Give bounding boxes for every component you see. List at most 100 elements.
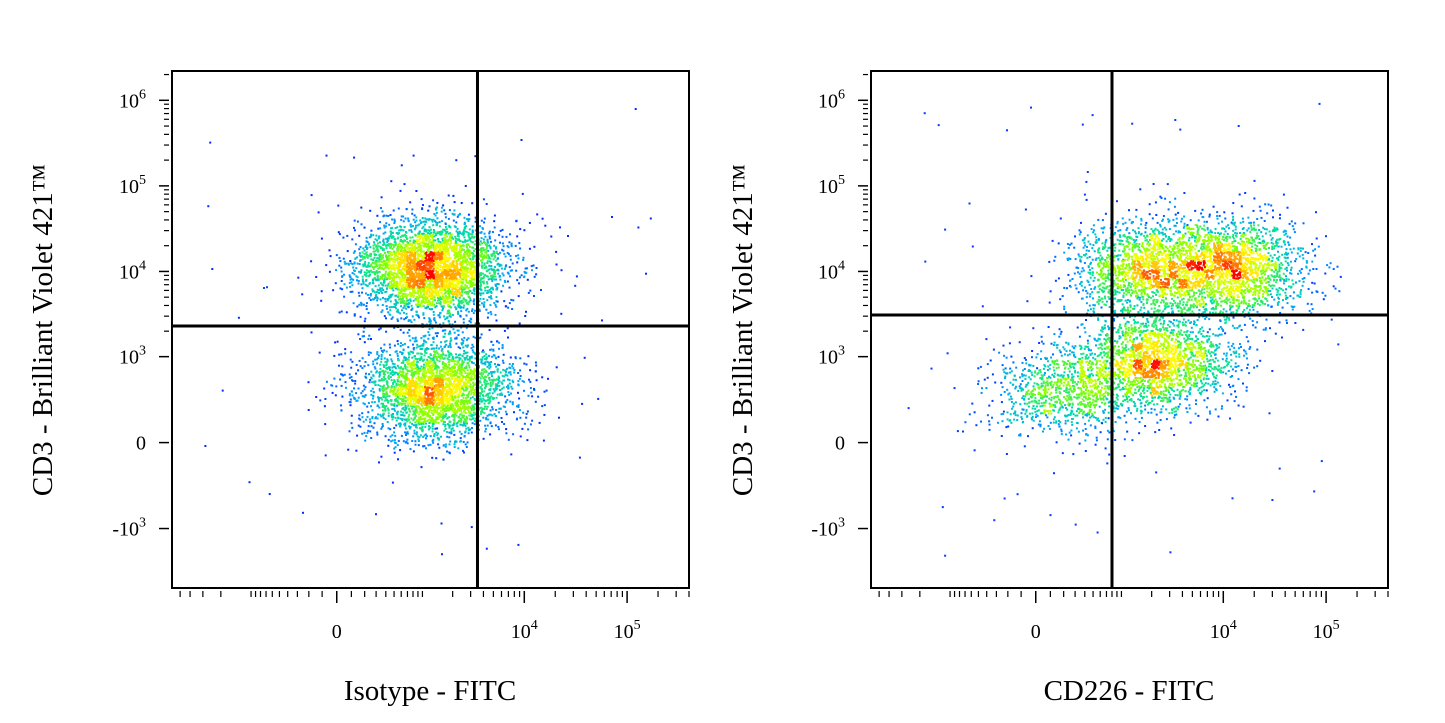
event-dot: [479, 377, 482, 380]
event-dot: [381, 388, 384, 391]
event-dot: [434, 306, 437, 309]
event-dot: [376, 275, 379, 277]
event-dot: [407, 346, 410, 349]
event-dot: [425, 301, 428, 304]
event-dot: [388, 243, 390, 246]
event-dot: [469, 264, 472, 267]
event-dot: [493, 273, 496, 276]
event-dot: [417, 263, 420, 266]
event-dot: [382, 409, 384, 412]
event-dot: [506, 385, 508, 388]
event-dot: [372, 360, 375, 363]
event-dot: [444, 300, 447, 303]
event-dot: [479, 286, 482, 289]
event-dot: [443, 287, 446, 289]
event-dot: [402, 261, 405, 264]
event-dot: [478, 402, 481, 405]
event-dot: [344, 262, 347, 265]
event-dot: [509, 400, 512, 403]
event-dot: [386, 264, 389, 267]
event-dot: [390, 440, 393, 443]
event-dot: [429, 257, 432, 260]
event-dot: [364, 246, 367, 248]
event-dot: [401, 278, 404, 281]
event-dot: [428, 232, 431, 235]
event-dot: [414, 251, 416, 254]
event-dot: [358, 414, 361, 417]
event-dot: [435, 253, 438, 256]
event-dot: [486, 285, 489, 288]
event-dot: [380, 207, 382, 209]
event-dot: [460, 265, 463, 268]
event-dot: [470, 407, 473, 410]
event-dot: [417, 367, 420, 370]
event-dot: [406, 294, 409, 297]
event-dot: [423, 288, 426, 291]
event-dot: [353, 261, 356, 264]
event-dot: [353, 226, 355, 229]
event-dot: [420, 279, 423, 282]
event-dot: [417, 243, 420, 246]
event-dot: [425, 258, 428, 261]
event-dot: [405, 268, 408, 271]
event-dot: [520, 274, 523, 277]
event-dot: [439, 391, 442, 394]
event-dot: [414, 259, 417, 262]
event-dot: [485, 266, 488, 269]
event-dot: [461, 248, 464, 251]
event-dot: [423, 258, 426, 260]
event-dot: [503, 252, 506, 255]
event-dot: [490, 261, 493, 264]
event-dot: [432, 270, 435, 273]
event-dot: [389, 266, 392, 269]
event-dot: [442, 247, 445, 250]
event-dot: [394, 434, 397, 437]
event-dot: [497, 381, 500, 384]
event-dot: [472, 381, 475, 384]
event-dot: [367, 293, 369, 296]
event-dot: [389, 253, 392, 256]
event-dot: [406, 254, 409, 257]
event-dot: [361, 357, 364, 360]
event-dot: [529, 289, 532, 292]
event-dot: [434, 381, 437, 383]
event-dot: [442, 412, 444, 415]
event-dot: [351, 238, 354, 241]
event-dot: [384, 291, 387, 293]
event-dot: [391, 268, 394, 271]
event-dot: [459, 263, 462, 266]
event-dot: [447, 217, 450, 220]
event-dot: [471, 285, 473, 288]
event-dot: [479, 406, 482, 409]
event-dot: [464, 240, 466, 243]
event-dot: [467, 232, 470, 234]
event-dot: [395, 251, 398, 254]
event-dot: [443, 280, 446, 283]
event-dot: [406, 285, 409, 288]
event-dot: [451, 236, 454, 239]
event-dot: [455, 246, 458, 249]
event-dot: [457, 302, 460, 305]
event-dot: [388, 278, 391, 281]
event-dot: [435, 271, 438, 274]
event-dot: [518, 409, 521, 412]
event-dot: [391, 243, 394, 246]
event-dot: [459, 274, 462, 277]
event-dot: [411, 275, 414, 278]
event-dot: [426, 303, 429, 306]
event-dot: [435, 242, 438, 245]
event-dot: [367, 338, 370, 341]
event-dot: [418, 223, 421, 226]
event-dot: [310, 194, 313, 197]
event-dot: [485, 244, 488, 247]
event-dot: [434, 239, 437, 242]
event-dot: [451, 264, 454, 267]
event-dot: [494, 275, 497, 278]
event-dot: [417, 277, 420, 280]
event-dot: [333, 354, 336, 357]
event-dot: [478, 395, 481, 398]
event-dot: [474, 357, 477, 360]
event-dot: [419, 219, 422, 222]
event-dot: [456, 291, 459, 293]
event-dot: [391, 274, 394, 277]
